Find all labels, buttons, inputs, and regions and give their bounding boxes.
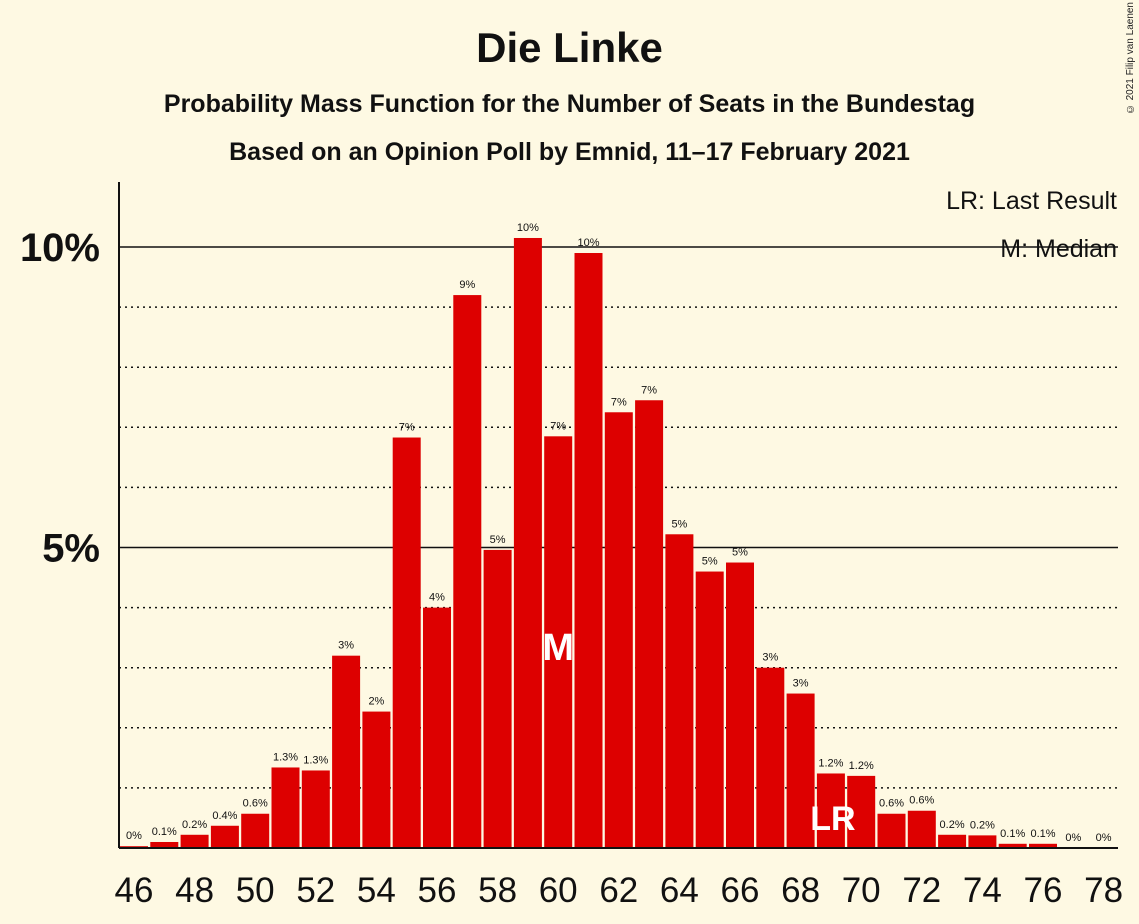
bar-value-label: 3% — [762, 652, 778, 664]
bar — [180, 834, 209, 848]
legend: LR: Last Result M: Median — [946, 187, 1117, 263]
bar — [786, 693, 815, 848]
y-tick-label: 10% — [20, 226, 100, 270]
bar — [726, 562, 754, 848]
bar — [332, 655, 361, 848]
bar — [938, 834, 967, 848]
y-tick-label: 5% — [42, 527, 100, 571]
bar — [604, 412, 633, 848]
bar-value-label: 7% — [399, 422, 415, 434]
bars — [120, 237, 1118, 849]
bar-value-label: 5% — [702, 556, 718, 568]
bar — [665, 534, 694, 848]
chart-title: Die Linke — [476, 24, 663, 71]
bar-value-label: 7% — [611, 396, 627, 408]
x-tick-label: 76 — [1024, 871, 1063, 910]
bar-value-label: 0% — [1096, 832, 1112, 844]
bar — [150, 841, 179, 848]
bar — [847, 775, 876, 848]
bar-value-label: 0.2% — [182, 819, 207, 831]
bar-value-label: 1.2% — [849, 760, 874, 772]
bar-value-label: 0.6% — [879, 798, 904, 810]
bar-value-label: 3% — [338, 640, 354, 652]
bar — [241, 813, 270, 848]
x-tick-label: 54 — [357, 871, 396, 910]
bar — [544, 436, 573, 848]
bar — [877, 813, 906, 848]
bar — [362, 711, 391, 848]
bar-value-label: 1.3% — [303, 754, 328, 766]
bar-value-label: 10% — [577, 237, 599, 249]
median-marker: M — [542, 627, 574, 669]
bar-value-label: 0.6% — [909, 795, 934, 807]
bar — [968, 835, 997, 848]
x-tick-label: 56 — [418, 871, 457, 910]
bar-value-label: 5% — [671, 518, 687, 530]
bar-value-label: 10% — [517, 222, 539, 234]
bar — [271, 767, 300, 848]
x-tick-label: 58 — [478, 871, 517, 910]
x-tick-label: 60 — [539, 871, 578, 910]
bar — [483, 549, 512, 848]
bar — [907, 810, 936, 848]
bar — [816, 773, 845, 848]
x-tick-label: 52 — [296, 871, 335, 910]
markers: M LR — [542, 627, 855, 838]
bar-value-label: 0.6% — [243, 798, 268, 810]
bar-value-label: 9% — [459, 279, 475, 291]
bar-value-label: 4% — [429, 592, 445, 604]
bar-labels: 0% 0.1% 0.2% 0.4% 0.6% 1.3% 1.3% 3% 2% 7% 4% 9% 5% 10… — [126, 222, 1112, 844]
bar-value-label: 0.1% — [1030, 828, 1055, 840]
x-tick-label: 46 — [115, 871, 154, 910]
bar — [453, 295, 482, 849]
bar-value-label: 1.3% — [273, 751, 298, 763]
bar-value-label: 5% — [732, 547, 748, 559]
x-tick-label: 50 — [236, 871, 275, 910]
bar — [695, 571, 724, 848]
legend-median: M: Median — [1000, 235, 1117, 263]
bar — [635, 400, 664, 848]
bar-value-label: 5% — [490, 534, 506, 546]
x-tick-label: 62 — [599, 871, 638, 910]
bar — [513, 237, 542, 849]
x-tick-label: 48 — [175, 871, 214, 910]
bar-value-label: 0.4% — [212, 810, 237, 822]
x-tick-label: 78 — [1084, 871, 1123, 910]
x-tick-label: 70 — [842, 871, 881, 910]
bar-value-label: 1.2% — [818, 757, 843, 769]
bar — [1029, 843, 1057, 848]
bar-value-label: 7% — [550, 420, 566, 432]
bar — [574, 253, 603, 848]
bar-value-label: 0.2% — [940, 819, 965, 831]
bar — [210, 825, 239, 848]
bar-value-label: 0.1% — [1000, 828, 1025, 840]
x-tick-label: 64 — [660, 871, 699, 910]
bar-value-label: 0% — [1065, 832, 1081, 844]
bar-value-label: 0.1% — [152, 826, 177, 838]
chart-subtitle: Probability Mass Function for the Number… — [163, 90, 976, 118]
bar-value-label: 0% — [126, 830, 142, 842]
x-tick-label: 66 — [721, 871, 760, 910]
bar-value-label: 7% — [641, 384, 657, 396]
chart-subtitle-source: Based on an Opinion Poll by Emnid, 11–17… — [229, 138, 910, 166]
bar — [392, 437, 421, 848]
bar — [756, 667, 785, 848]
bar-value-label: 3% — [793, 678, 809, 690]
last-result-marker: LR — [810, 800, 855, 838]
bar-value-label: 2% — [368, 696, 384, 708]
bar — [301, 770, 330, 848]
bar — [998, 843, 1027, 848]
x-tick-label: 74 — [963, 871, 1002, 910]
legend-last-result: LR: Last Result — [946, 187, 1117, 215]
x-tick-label: 72 — [902, 871, 941, 910]
bar-value-label: 0.2% — [970, 819, 995, 831]
x-tick-label: 68 — [781, 871, 820, 910]
axes: 46 48 50 52 54 56 58 60 62 64 66 68 70 72 74 76 78 — [115, 182, 1123, 910]
bar — [423, 607, 451, 848]
